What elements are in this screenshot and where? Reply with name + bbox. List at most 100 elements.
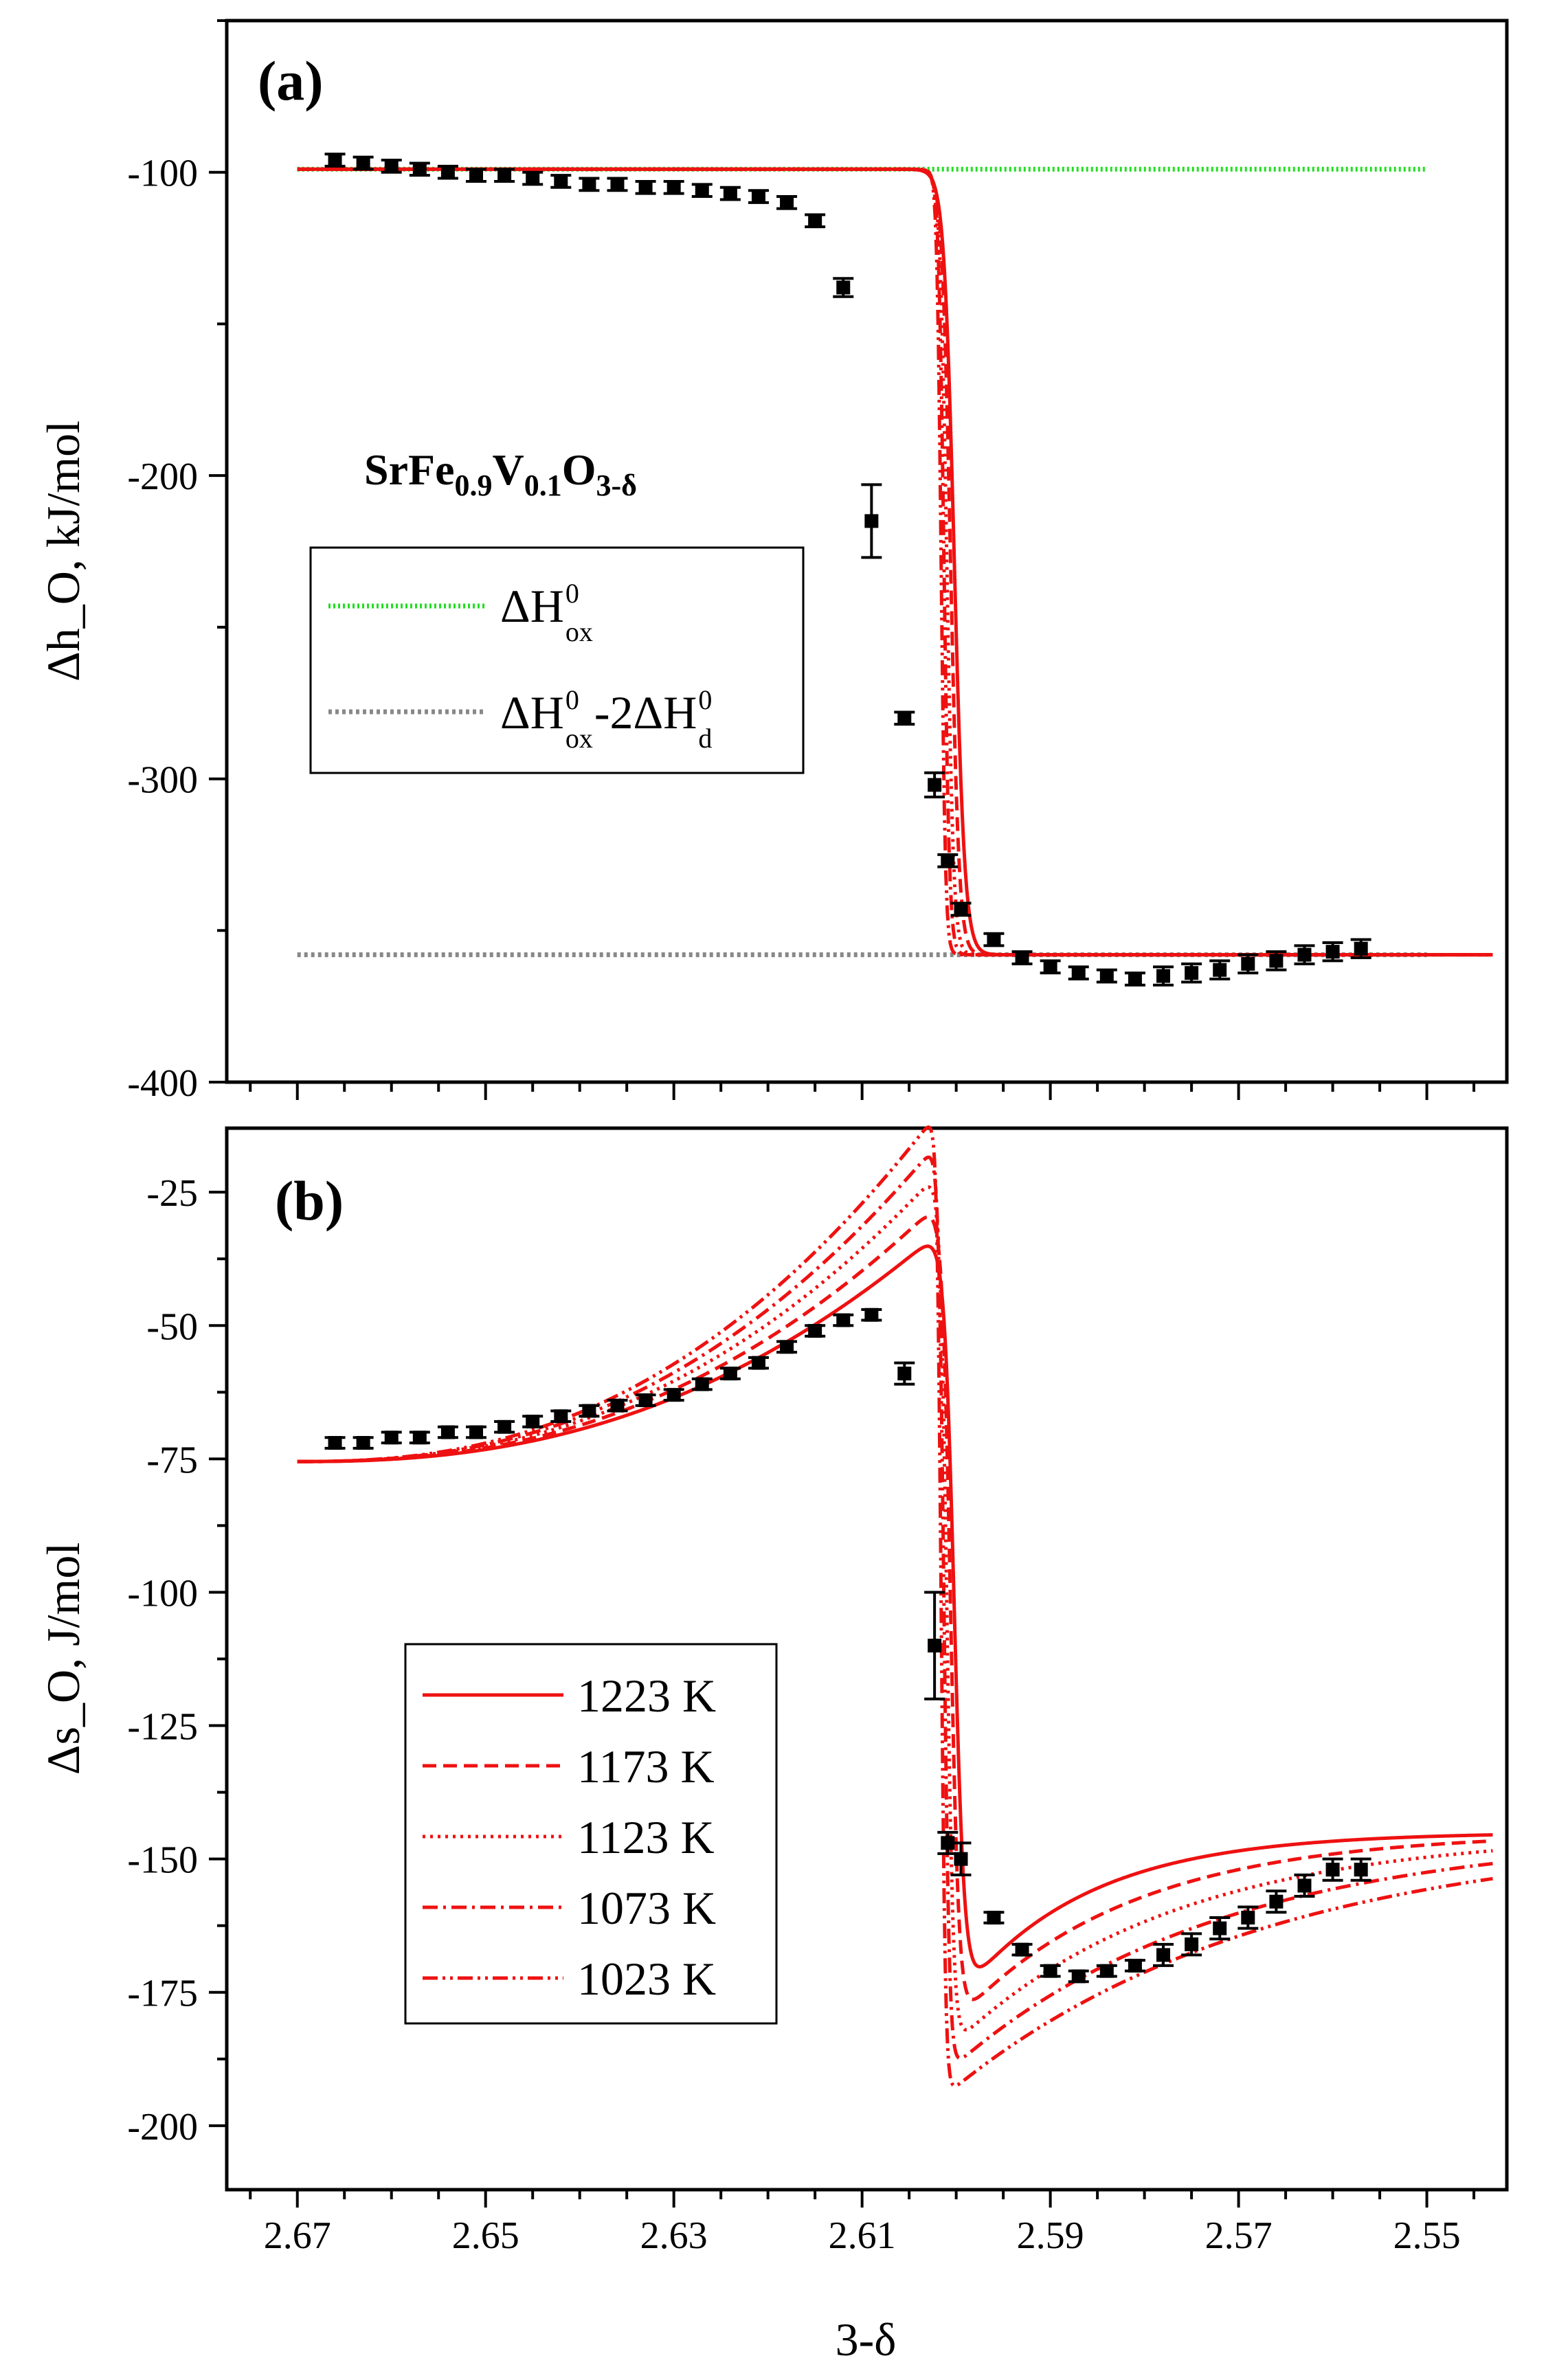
data-point <box>1237 953 1259 975</box>
data-point <box>1209 959 1231 980</box>
data-point <box>950 1841 972 1876</box>
y-tick-label: -200 <box>127 456 198 498</box>
marker <box>1099 1964 1114 1978</box>
marker <box>1071 966 1086 980</box>
model-curve-1023K <box>297 167 1493 957</box>
data-point <box>894 710 915 726</box>
panel-b: -25 -50 -75 -100 -125 -150 -175 -200 2.67 2.65 2.6… <box>37 1125 1509 2366</box>
data-point <box>1322 941 1343 963</box>
panel-a-legend: ΔH0 ox ΔH0 ox-2ΔH0 d <box>309 546 805 774</box>
data-point <box>1124 1958 1145 1973</box>
x-tick-label: 2.63 <box>640 2214 708 2257</box>
data-point <box>352 1436 374 1450</box>
marker <box>751 1356 765 1370</box>
legend-b-label: 1123 K <box>577 1811 715 1863</box>
marker <box>638 180 653 194</box>
marker <box>497 168 512 183</box>
marker <box>1015 951 1029 965</box>
marker <box>554 174 568 188</box>
data-point <box>522 1415 544 1429</box>
marker <box>1128 1958 1142 1973</box>
panel-b-model-curves <box>297 1125 1493 2088</box>
data-point <box>550 174 572 189</box>
data-point <box>437 1425 458 1439</box>
marker <box>897 1367 912 1381</box>
marker <box>695 1377 709 1391</box>
data-point <box>635 1393 656 1407</box>
data-point <box>1153 965 1174 987</box>
marker <box>723 186 737 201</box>
data-point <box>833 277 854 298</box>
marker <box>440 165 455 179</box>
y-tick-label: -75 <box>146 1439 198 1481</box>
marker <box>440 1425 455 1439</box>
marker <box>497 1419 512 1434</box>
marker <box>1354 1863 1368 1877</box>
panel-b-ylabel: Δs_O, J/mol <box>37 1542 89 1775</box>
x-tick-label: 2.65 <box>452 2214 519 2257</box>
data-point <box>1294 944 1315 965</box>
panel-a-legend-box <box>309 546 805 774</box>
data-point <box>1068 965 1089 980</box>
marker <box>469 1425 484 1439</box>
marker <box>808 214 822 228</box>
marker <box>928 778 942 792</box>
data-point <box>663 1388 684 1402</box>
data-point <box>437 164 458 180</box>
data-point <box>663 179 684 195</box>
data-point <box>409 161 430 177</box>
data-point <box>1068 1969 1089 1984</box>
panel-b-legend-items: 1223 K 1173 K 1123 K 1073 K 1023 K <box>423 1670 716 2005</box>
legend-b-label: 1173 K <box>577 1740 715 1793</box>
data-point <box>1011 950 1033 965</box>
marker <box>1071 1969 1086 1984</box>
marker <box>780 1340 794 1354</box>
data-point <box>381 1430 402 1445</box>
data-point <box>861 483 882 559</box>
marker <box>1015 1942 1029 1957</box>
panel-a: -100 -200 -300 -400 (a) Δh_O, kJ/mol SrFe0.… <box>37 19 1509 1105</box>
marker <box>1213 1921 1227 1935</box>
marker <box>526 1415 540 1429</box>
marker <box>1156 969 1171 983</box>
marker <box>1156 1948 1171 1962</box>
y-tick-label: -200 <box>127 2106 198 2148</box>
marker <box>582 1404 596 1418</box>
y-tick-label: -125 <box>127 1706 198 1749</box>
data-point <box>466 168 487 183</box>
data-point <box>409 1430 430 1445</box>
marker <box>941 853 955 868</box>
panel-b-label: (b) <box>275 1169 344 1232</box>
legend-b-label: 1223 K <box>577 1670 716 1722</box>
marker <box>1043 960 1057 974</box>
marker <box>751 190 765 204</box>
data-point <box>324 1436 346 1450</box>
marker <box>1269 954 1284 968</box>
data-point <box>1181 962 1202 984</box>
data-point <box>1266 950 1287 972</box>
data-point <box>691 1377 713 1391</box>
data-point <box>522 170 544 186</box>
marker <box>954 902 968 917</box>
x-axis-title: 3-δ <box>836 2313 897 2366</box>
panel-b-legend-box <box>404 1643 778 2025</box>
data-point <box>1209 1916 1231 1941</box>
data-point <box>1040 959 1061 975</box>
data-point <box>1350 1857 1371 1882</box>
data-point <box>719 1367 741 1381</box>
legend-a-label-green: ΔH0 ox <box>500 578 593 647</box>
marker <box>864 1307 879 1322</box>
data-point <box>894 1361 915 1386</box>
data-point <box>324 153 346 168</box>
data-point <box>983 932 1005 947</box>
data-point <box>691 183 713 199</box>
data-point <box>550 1409 572 1424</box>
data-point <box>1181 1932 1202 1957</box>
data-point <box>635 179 656 195</box>
x-tick-label: 2.57 <box>1205 2214 1273 2257</box>
panel-a-frame <box>225 19 1509 1084</box>
marker <box>554 1409 568 1424</box>
y-tick-label: -150 <box>127 1839 198 1882</box>
data-point <box>805 1324 826 1338</box>
